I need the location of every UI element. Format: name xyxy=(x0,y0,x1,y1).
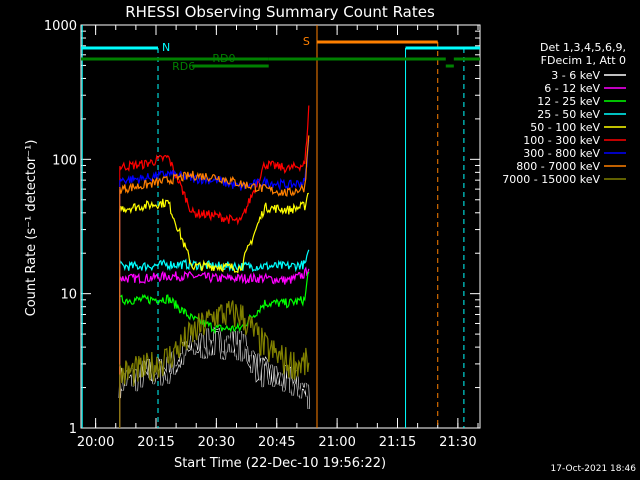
annotation-saa: S xyxy=(303,35,310,48)
series-line-1 xyxy=(119,266,310,285)
annotation-rd6: RD6 xyxy=(172,60,195,73)
x-tick-label: 20:45 xyxy=(258,435,295,450)
annotation-rd0: RD0 xyxy=(212,52,235,65)
legend-label-0: 3 - 6 keV xyxy=(551,69,600,82)
y-tick-label: 1 xyxy=(69,422,77,437)
plot-area: 1 10 100 1000 20:00 20:15 20:30 20:45 21:00 21:15… xyxy=(44,19,481,450)
legend-label-1: 6 - 12 keV xyxy=(544,82,600,95)
legend-label-5: 100 - 300 keV xyxy=(523,134,600,147)
plot-frame xyxy=(80,24,481,429)
y-tick-label: 100 xyxy=(52,153,77,168)
x-tick-label: 20:30 xyxy=(198,435,235,450)
x-tick-label: 21:00 xyxy=(318,435,355,450)
x-axis-label: Start Time (22-Dec-10 19:56:22) xyxy=(174,456,386,471)
y-tick-label: 1000 xyxy=(44,19,77,34)
series-line-6 xyxy=(119,139,310,191)
series-line-4 xyxy=(119,192,309,274)
x-tick-label: 21:15 xyxy=(379,435,416,450)
series-line-5 xyxy=(119,105,310,226)
legend-label-7: 800 - 7000 keV xyxy=(516,160,600,173)
y-tick-label: 10 xyxy=(60,288,77,303)
x-tick-label: 21:30 xyxy=(439,435,476,450)
legend-label-4: 50 - 100 keV xyxy=(530,121,600,134)
y-axis-label: Count Rate (s⁻¹ detector⁻¹) xyxy=(24,140,39,317)
legend-header-2: FDecim 1, Att 0 xyxy=(541,54,626,67)
chart-title: RHESSI Observing Summary Count Rates xyxy=(125,3,435,21)
legend-label-2: 12 - 25 keV xyxy=(537,95,600,108)
annotation-night: N xyxy=(162,41,170,54)
series-line-7 xyxy=(119,135,310,197)
x-tick-label: 20:00 xyxy=(77,435,114,450)
timestamp: 17-Oct-2021 18:46 xyxy=(550,464,636,474)
legend-label-8: 7000 - 15000 keV xyxy=(502,173,600,186)
x-tick-label: 20:15 xyxy=(137,435,174,450)
series-line-2 xyxy=(119,271,310,335)
legend-label-3: 25 - 50 keV xyxy=(537,108,600,121)
series-line-8 xyxy=(119,300,310,387)
legend-header-1: Det 1,3,4,5,6,9, xyxy=(540,41,626,54)
legend-label-6: 300 - 800 keV xyxy=(523,147,600,160)
legend: Det 1,3,4,5,6,9, FDecim 1, Att 0 3 - 6 k… xyxy=(502,41,626,186)
